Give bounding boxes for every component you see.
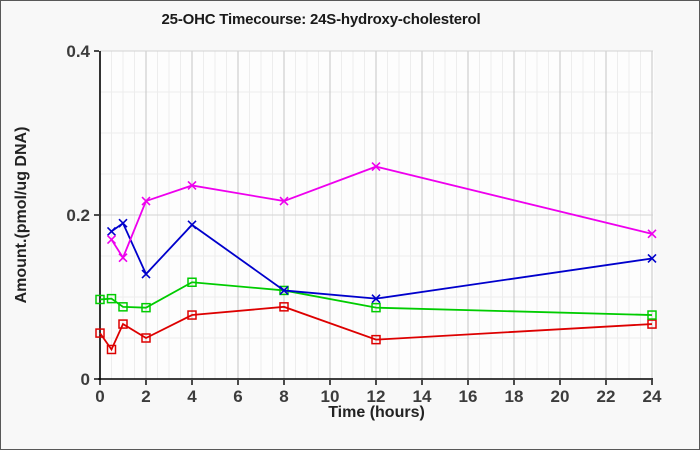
y-tick-label: 0 [81,370,90,389]
marker-square-green-open-squares [371,302,381,313]
x-tick-label: 8 [279,387,288,406]
marker-x-blue-x-markers [106,226,117,236]
x-tick-label: 16 [459,387,478,406]
marker-square-red-open-squares [95,328,105,338]
marker-square-green-open-squares [187,277,197,287]
marker-square-green-open-squares [647,310,657,320]
y-tick-label: 0.2 [66,206,90,225]
x-tick-label: 24 [643,387,662,406]
x-tick-label: 10 [321,387,340,406]
marker-x-magenta-x-markers [647,229,657,239]
marker-x-magenta-x-markers [371,162,381,172]
marker-square-red-open-squares [279,302,289,312]
x-tick-label: 12 [367,387,386,406]
marker-x-magenta-x-markers [187,180,197,191]
marker-x-magenta-x-markers [118,253,128,263]
marker-square-green-open-squares [141,302,151,313]
marker-square-red-open-squares [187,310,197,320]
marker-x-blue-x-markers [187,220,197,230]
marker-x-blue-x-markers [118,218,128,228]
x-tick-label: 0 [95,387,104,406]
marker-x-magenta-x-markers [279,196,289,206]
marker-x-magenta-x-markers [141,196,151,206]
x-tick-label: 6 [233,387,242,406]
marker-x-blue-x-markers [371,294,381,304]
x-tick-label: 18 [505,387,524,406]
marker-square-red-open-squares [141,333,151,343]
x-tick-label: 4 [187,387,197,406]
marker-square-red-open-squares [106,344,117,355]
x-tick-label: 20 [551,387,570,406]
x-tick-label: 22 [597,387,616,406]
marker-square-red-open-squares [371,334,381,345]
marker-square-red-open-squares [647,319,657,329]
marker-x-blue-x-markers [647,253,657,264]
x-tick-label: 14 [413,387,432,406]
y-tick-label: 0.4 [66,42,90,61]
marker-x-blue-x-markers [141,269,151,279]
marker-x-magenta-x-markers [106,235,117,245]
x-axis-label: Time (hours) [328,404,425,421]
x-tick-label: 2 [141,387,150,406]
series-line-green-open-squares [99,281,653,316]
marker-square-green-open-squares [95,294,105,305]
chart-title: 25-OHC Timecourse: 24S-hydroxy-cholester… [161,11,481,28]
marker-square-red-open-squares [118,319,128,329]
marker-square-green-open-squares [106,293,117,304]
marker-x-blue-x-markers [279,285,289,296]
marker-square-green-open-squares [118,302,128,312]
